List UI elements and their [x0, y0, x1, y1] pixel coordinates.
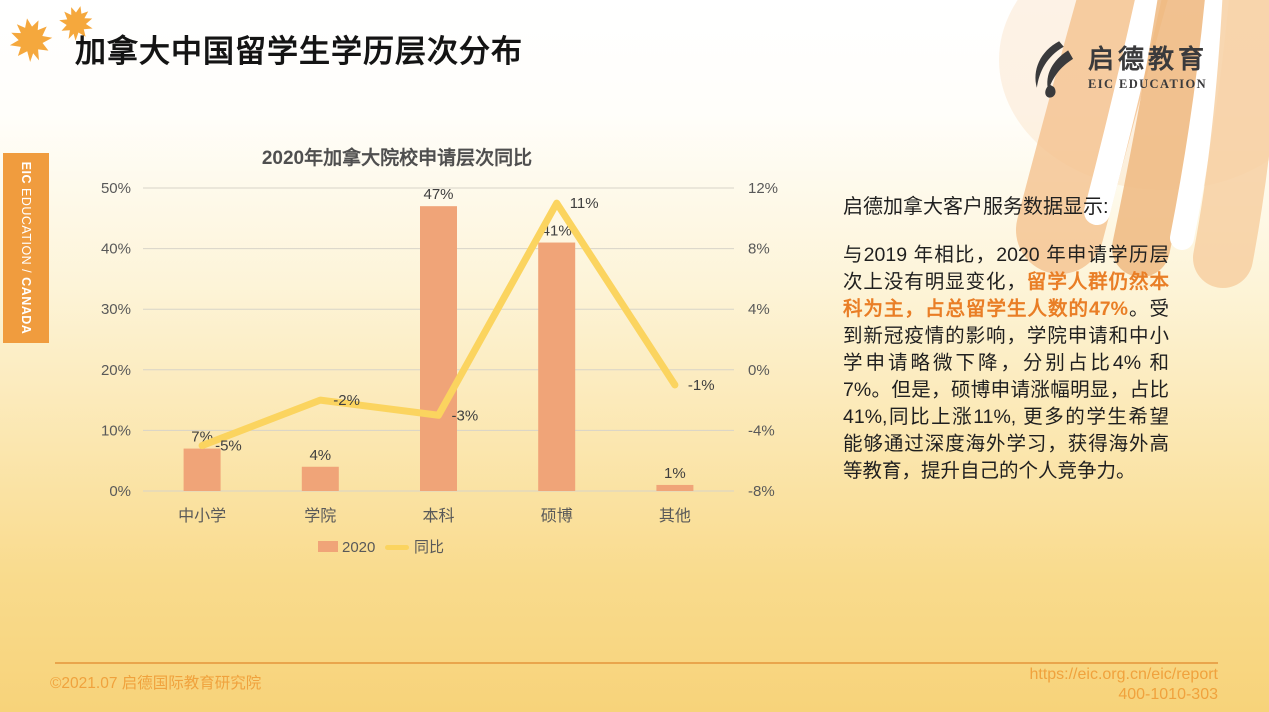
commentary-panel: 启德加拿大客户服务数据显示: 与2019 年相比，2020 年申请学历层次上没有… — [843, 190, 1169, 485]
chart-title: 2020年加拿大院校申请层次同比 — [262, 146, 532, 169]
right-axis-tick: 12% — [748, 180, 778, 197]
bar-line-chart: 50% 40% 30% 20% 10% 0% 12% 8% 4% 0% -4% -8% 2020年加拿大… — [75, 137, 795, 567]
legend-label-2020: 2020 — [342, 539, 375, 556]
paragraph-part-2: 。受到新冠疫情的影响，学院申请和中小学申请略微下降，分别占比4% 和7%。但是，… — [843, 298, 1169, 482]
left-axis-tick: 50% — [101, 180, 131, 197]
bar-本科 — [420, 206, 457, 491]
logo-english-name: EIC EDUCATION — [1088, 76, 1208, 91]
line-value-label: -1% — [688, 377, 715, 394]
category-label: 其他 — [659, 507, 691, 525]
legend-label-trend: 同比 — [414, 539, 444, 556]
left-axis-tick: 10% — [101, 422, 131, 439]
page-title: 加拿大中国留学生学历层次分布 — [75, 34, 523, 69]
logo-chinese-name: 启德教育 — [1088, 44, 1209, 75]
bar-中小学 — [183, 448, 221, 491]
maple-leaf-icon — [9, 18, 53, 62]
ribbon-white-stripe — [1170, 0, 1229, 250]
sidebar-text-eic: EIC — [19, 161, 33, 185]
bar-其他 — [656, 484, 694, 491]
ribbon-band — [1193, 0, 1269, 288]
category-label: 本科 — [422, 507, 454, 525]
footer-copyright: ©2021.07 启德国际教育研究院 — [50, 675, 262, 692]
ribbon-white-stripe — [1084, 0, 1162, 225]
right-axis-tick: -8% — [748, 483, 775, 500]
sidebar-text-canada: CANADA — [19, 277, 33, 335]
line-value-label: -2% — [333, 392, 360, 409]
category-label: 硕博 — [541, 507, 573, 525]
bar-value-label: 47% — [423, 186, 453, 203]
maple-leaves-decoration — [9, 6, 93, 62]
left-axis-tick: 0% — [109, 483, 131, 500]
footer-url: https://eic.org.cn/eic/report — [1029, 666, 1218, 683]
line-value-label: -3% — [452, 407, 479, 424]
panel-paragraph: 与2019 年相比，2020 年申请学历层次上没有明显变化，留学人群仍然本科为主… — [843, 242, 1169, 485]
sidebar-text-education: EDUCATION / — [19, 188, 33, 274]
trend-line — [198, 199, 679, 450]
bar-value-label: 1% — [664, 465, 686, 482]
category-label: 中小学 — [178, 507, 226, 525]
bar-line-chart-svg: 50% 40% 30% 20% 10% 0% 12% 8% 4% 0% -4% -8% 2020年加拿大… — [101, 146, 778, 556]
footer-phone: 400-1010-303 — [1118, 686, 1218, 703]
bar-value-label: 41% — [542, 223, 572, 240]
eic-logo-mark-icon — [1035, 41, 1074, 98]
line-value-label: -5% — [215, 438, 242, 455]
right-axis-tick: 4% — [748, 301, 770, 318]
panel-heading: 启德加拿大客户服务数据显示: — [843, 196, 1109, 218]
legend-swatch-trend — [385, 545, 409, 550]
eic-logo-text: 启德教育 EIC EDUCATION — [1088, 46, 1208, 91]
legend-swatch-2020 — [318, 541, 338, 552]
category-label: 学院 — [304, 507, 336, 525]
left-axis-tick: 40% — [101, 241, 131, 258]
sidebar-banner-text: EIC EDUCATION / CANADA — [3, 153, 49, 343]
maple-leaf-icon — [59, 6, 93, 41]
left-axis-tick: 30% — [101, 301, 131, 318]
bar-学院 — [301, 466, 339, 491]
right-axis-tick: 0% — [748, 362, 770, 379]
paragraph-highlight: 留学人群仍然本科为主，占总留学生人数的47% — [843, 271, 1169, 320]
bar-硕博 — [538, 242, 576, 491]
line-value-label: 11% — [570, 195, 599, 212]
right-axis-tick: 8% — [748, 241, 770, 258]
eic-logo: 启德教育 EIC EDUCATION — [1028, 40, 1208, 98]
sidebar-banner: EIC EDUCATION / CANADA — [3, 153, 49, 343]
left-axis-tick: 20% — [101, 362, 131, 379]
bar-value-label: 4% — [309, 447, 331, 464]
footer-contact: https://eic.org.cn/eic/report 400-1010-3… — [1029, 665, 1218, 705]
right-axis-tick: -4% — [748, 422, 775, 439]
footer-divider — [55, 662, 1218, 664]
